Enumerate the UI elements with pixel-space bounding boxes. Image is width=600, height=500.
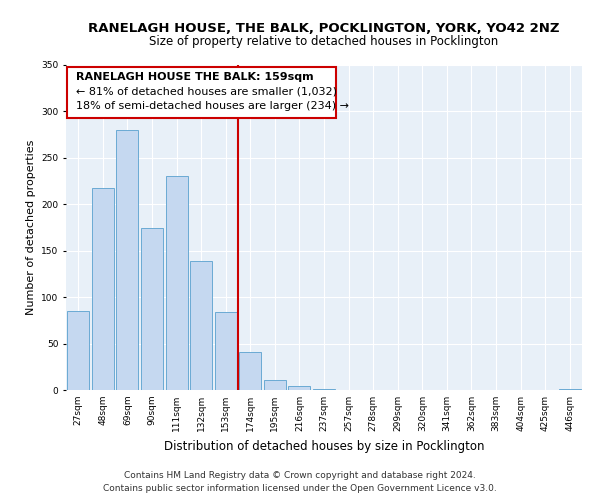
Bar — [190, 261, 212, 390]
Bar — [559, 389, 581, 390]
Text: RANELAGH HOUSE THE BALK: 159sqm: RANELAGH HOUSE THE BALK: 159sqm — [76, 72, 314, 82]
Bar — [92, 188, 114, 390]
Y-axis label: Number of detached properties: Number of detached properties — [26, 140, 35, 315]
Text: ← 81% of detached houses are smaller (1,032): ← 81% of detached houses are smaller (1,… — [76, 86, 337, 97]
Text: Size of property relative to detached houses in Pocklington: Size of property relative to detached ho… — [149, 35, 499, 48]
Bar — [166, 176, 188, 390]
X-axis label: Distribution of detached houses by size in Pocklington: Distribution of detached houses by size … — [164, 440, 484, 452]
Bar — [239, 352, 262, 390]
Text: Contains HM Land Registry data © Crown copyright and database right 2024.: Contains HM Land Registry data © Crown c… — [124, 470, 476, 480]
Bar — [116, 130, 139, 390]
Bar — [141, 228, 163, 390]
Bar — [313, 389, 335, 390]
Text: Contains public sector information licensed under the Open Government Licence v3: Contains public sector information licen… — [103, 484, 497, 493]
Text: 18% of semi-detached houses are larger (234) →: 18% of semi-detached houses are larger (… — [76, 101, 349, 111]
Bar — [67, 311, 89, 390]
Text: RANELAGH HOUSE, THE BALK, POCKLINGTON, YORK, YO42 2NZ: RANELAGH HOUSE, THE BALK, POCKLINGTON, Y… — [88, 22, 560, 36]
Bar — [215, 312, 237, 390]
Bar — [264, 380, 286, 390]
Bar — [289, 386, 310, 390]
